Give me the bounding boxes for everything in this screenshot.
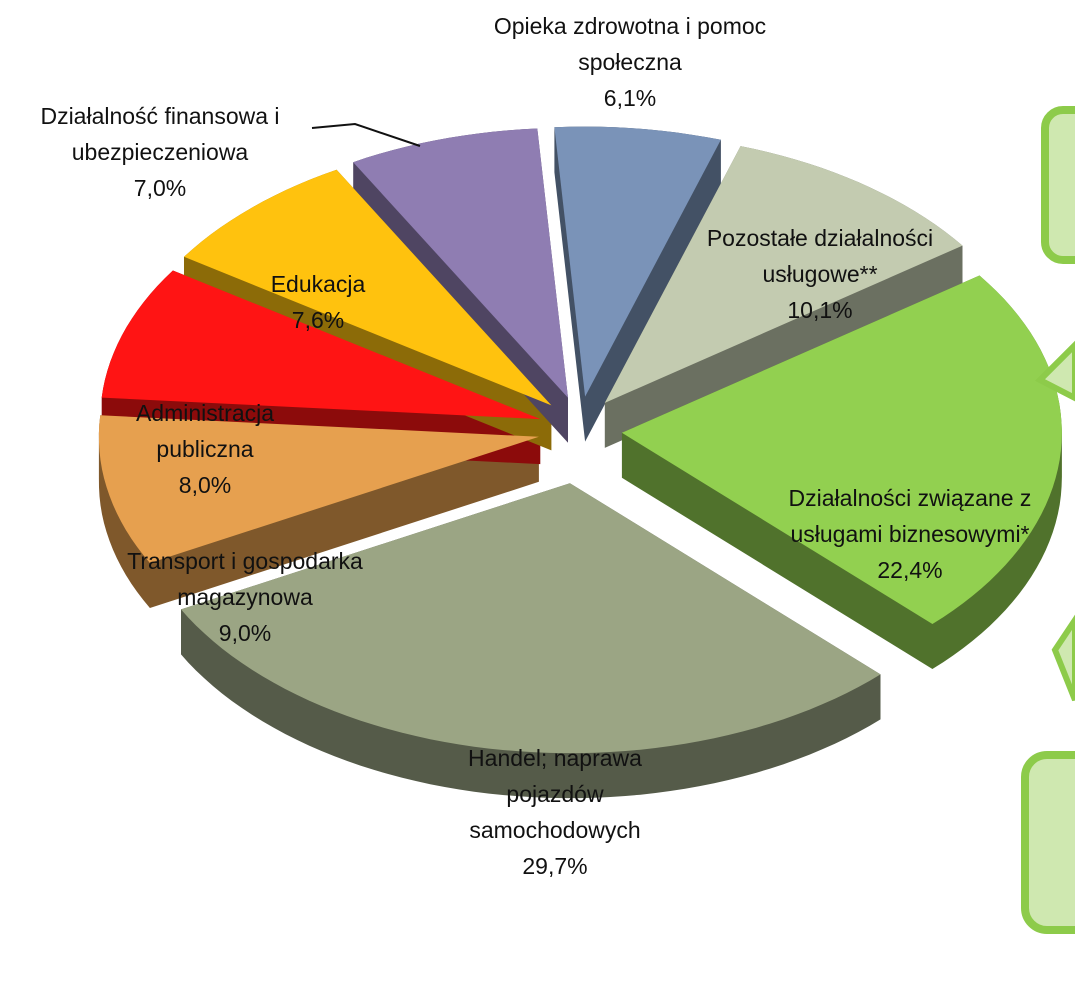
callout-pointer — [1051, 614, 1075, 702]
slice-label: Działalność finansowa i ubezpieczeniowa 7… — [0, 98, 320, 206]
category-label: Działalność finansowa i ubezpieczeniowa — [40, 103, 280, 165]
slice — [353, 128, 568, 398]
value-label: 8,0% — [178, 472, 232, 498]
slice — [621, 275, 1062, 624]
value-label: 7,6% — [291, 307, 345, 333]
callout-box — [1041, 106, 1075, 264]
slice-label: Transport i gospodarka magazynowa 9,0% — [80, 543, 410, 651]
slice — [98, 415, 539, 563]
category-label: Administracja publiczna — [135, 400, 275, 462]
slice-label: Opieka zdrowotna i pomoc społeczna 6,1% — [485, 8, 775, 116]
value-label: 22,4% — [877, 557, 943, 583]
slice — [184, 169, 552, 406]
category-label: Opieka zdrowotna i pomoc społeczna — [493, 13, 767, 75]
category-label: Działalności związane z usługami bizneso… — [788, 485, 1032, 547]
value-label: 10,1% — [787, 297, 853, 323]
category-label: Pozostałe działalności usługowe** — [706, 225, 934, 287]
value-label: 9,0% — [218, 620, 272, 646]
value-label: 29,7% — [522, 853, 588, 879]
slice — [554, 126, 721, 397]
category-label: Transport i gospodarka magazynowa — [127, 548, 363, 610]
slice-label: Edukacja 7,6% — [258, 266, 378, 338]
category-label: Handel; naprawa pojazdów samochodowych — [468, 745, 642, 843]
slice — [604, 146, 963, 403]
value-label: 6,1% — [603, 85, 657, 111]
leader-line — [311, 122, 421, 147]
callout-box — [1021, 751, 1075, 934]
category-label: Edukacja — [270, 271, 366, 297]
slice-label: Handel; naprawa pojazdów samochodowych 29… — [440, 740, 670, 884]
callout-pointer — [1034, 340, 1075, 402]
slice — [181, 483, 881, 754]
slice-label: Pozostałe działalności usługowe** 10,1% — [695, 220, 945, 328]
slice-label: Administracja publiczna 8,0% — [115, 395, 295, 503]
slice-label: Działalności związane z usługami bizneso… — [755, 480, 1065, 588]
value-label: 7,0% — [133, 175, 187, 201]
slice — [101, 270, 541, 420]
